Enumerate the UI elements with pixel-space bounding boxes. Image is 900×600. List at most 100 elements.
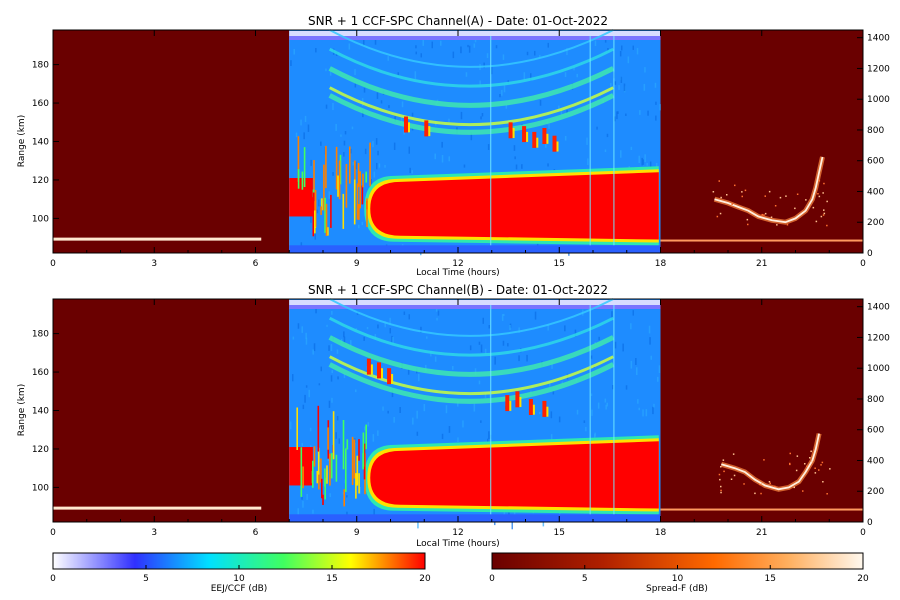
- day-speckle: [594, 433, 596, 442]
- echo-blob: [528, 399, 533, 415]
- night-background-left: [53, 30, 290, 253]
- spread-f-speck: [820, 464, 822, 466]
- day-speckle: [560, 110, 563, 115]
- x-tick-label: 18: [655, 259, 667, 269]
- day-speckle: [549, 381, 551, 387]
- y2-tick-label: 1400: [867, 303, 890, 313]
- day-speckle: [326, 324, 328, 327]
- day-bottom-strip: [289, 514, 661, 522]
- y-tick-label: 140: [32, 407, 49, 417]
- y-tick-label: 100: [32, 214, 49, 224]
- day-speckle: [487, 438, 489, 444]
- spread-f-speck: [826, 200, 828, 203]
- day-speckle: [331, 397, 333, 403]
- day-speckle: [344, 131, 347, 135]
- day-speckle: [289, 421, 292, 430]
- day-speckle: [366, 327, 369, 330]
- spread-f-speck: [818, 469, 820, 471]
- day-speckle: [462, 420, 464, 428]
- eej-streak: [313, 160, 315, 202]
- y2-tick-label: 200: [867, 487, 884, 497]
- day-speckle: [310, 216, 312, 223]
- day-speckle: [632, 310, 634, 316]
- spread-f-plume: [721, 433, 820, 491]
- spread-f-speck: [768, 190, 771, 193]
- spread-f-speck: [722, 459, 725, 461]
- colorbar-tick-label: 0: [489, 574, 495, 584]
- day-speckle: [604, 38, 607, 43]
- day-speckle: [503, 313, 505, 316]
- day-speckle: [480, 420, 482, 423]
- day-speckle: [657, 376, 659, 382]
- spread-f-speck: [718, 473, 721, 476]
- spread-f-speck: [723, 470, 725, 473]
- eej-streak: [355, 473, 357, 499]
- x-tick-label: 0: [860, 259, 866, 269]
- day-speckle: [307, 124, 310, 132]
- day-speckle: [343, 336, 346, 344]
- day-speckle: [384, 321, 386, 328]
- day-speckle: [329, 493, 331, 498]
- eej-streak: [324, 478, 326, 500]
- day-speckle: [619, 51, 622, 57]
- eej-streak: [357, 163, 360, 188]
- day-speckle: [338, 438, 340, 444]
- spread-f-speck: [712, 191, 715, 193]
- x-tick-label: 6: [253, 528, 259, 538]
- eej-streak: [342, 420, 345, 470]
- day-speckle: [315, 307, 317, 314]
- ground-echo-line: [53, 237, 262, 241]
- day-speckle: [655, 101, 657, 105]
- day-speckle: [591, 409, 593, 416]
- colorbar-eej-label: EEJ/CCF (dB): [211, 584, 268, 594]
- day-speckle: [650, 355, 652, 360]
- day-speckle: [340, 134, 342, 137]
- day-speckle: [318, 383, 321, 386]
- day-speckle: [332, 102, 334, 111]
- day-speckle: [336, 416, 339, 421]
- spread-f-speck: [774, 205, 777, 207]
- colorbar-spreadf-label: Spread-F (dB): [646, 584, 708, 594]
- x-tick-label: 21: [756, 528, 767, 538]
- eej-streak: [342, 193, 345, 229]
- eej-streak: [365, 171, 367, 183]
- eej-streak: [353, 439, 356, 479]
- day-speckle: [598, 336, 600, 341]
- day-speckle: [411, 170, 413, 174]
- day-speckle: [473, 43, 476, 48]
- day-speckle: [320, 141, 322, 146]
- day-speckle: [350, 148, 352, 154]
- eej-streak: [302, 466, 304, 489]
- eej-streak: [316, 470, 319, 484]
- echo-blob: [366, 358, 371, 375]
- day-speckle: [480, 344, 483, 353]
- day-speckle: [374, 39, 377, 45]
- eej-streak: [356, 455, 359, 486]
- spread-f-speck: [818, 195, 821, 198]
- spread-f-speck: [821, 461, 824, 464]
- day-speckle: [587, 158, 589, 166]
- y2-tick-label: 800: [867, 126, 884, 136]
- y-tick-label: 180: [32, 330, 49, 340]
- day-speckle: [648, 325, 651, 334]
- valley-echo-arc: [328, 66, 615, 108]
- day-speckle: [610, 83, 612, 87]
- day-speckle: [337, 376, 339, 380]
- y2-tick-label: 600: [867, 426, 884, 436]
- day-speckle: [329, 70, 332, 76]
- y2-tick-label: 0: [867, 249, 873, 259]
- day-speckle: [514, 156, 516, 160]
- day-speckle: [358, 224, 360, 229]
- y-tick-label: 120: [32, 445, 49, 455]
- day-speckle: [403, 311, 406, 315]
- day-speckle: [304, 115, 307, 122]
- day-speckle: [352, 161, 354, 166]
- vertical-artifact: [490, 305, 492, 522]
- day-speckle: [367, 422, 369, 427]
- day-top-stripe: [289, 300, 661, 305]
- eej-streak: [330, 194, 332, 228]
- panel-b-ylabel: Range (km): [17, 384, 27, 436]
- eej-streak: [321, 478, 323, 499]
- day-bottom-strip: [289, 245, 661, 253]
- day-speckle: [606, 133, 609, 138]
